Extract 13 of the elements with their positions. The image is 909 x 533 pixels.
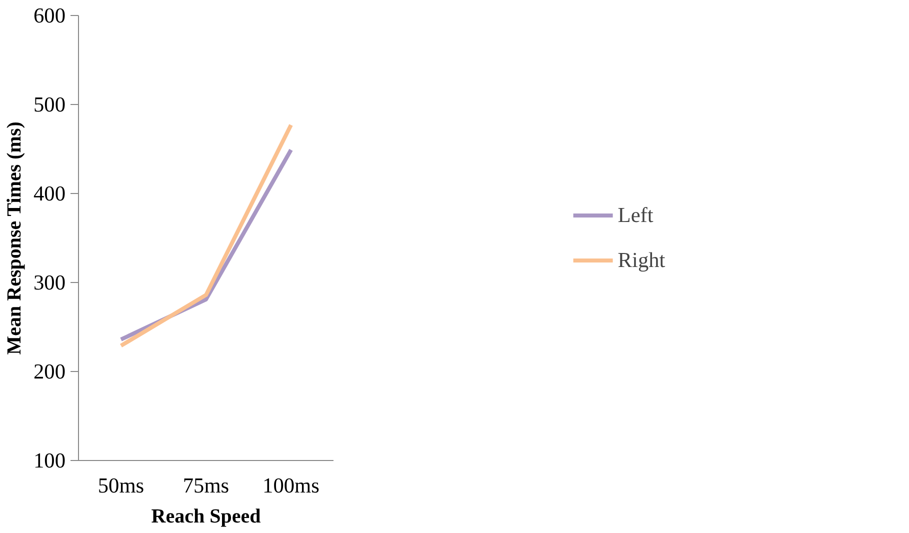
y-tick-label: 500 [34,92,66,116]
x-axis-title: Reach Speed [151,506,261,528]
y-tick-label: 100 [34,448,66,472]
legend-label: Left [618,202,654,228]
x-tick-label: 50ms [98,474,144,498]
x-tick-label: 75ms [182,474,230,498]
y-tick-label: 400 [34,182,66,206]
y-tick-label: 600 [34,4,66,28]
y-tick-label: 300 [34,270,66,294]
y-axis-title: Mean Response Times (ms) [4,122,26,355]
legend-label: Right [618,248,666,272]
y-tick-label: 200 [34,360,66,384]
x-tick-label: 100ms [262,474,320,498]
